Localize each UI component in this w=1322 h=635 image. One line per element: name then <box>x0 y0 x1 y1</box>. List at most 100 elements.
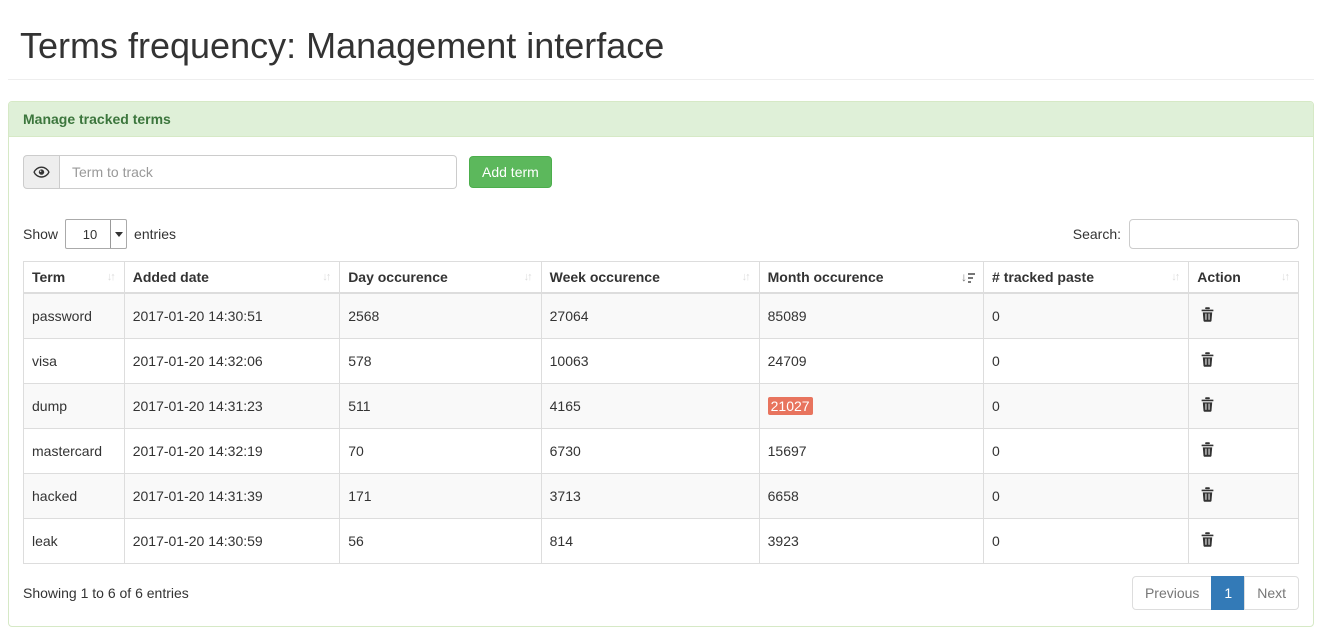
action-cell <box>1188 473 1299 519</box>
day-occurence-cell: 56 <box>339 518 542 564</box>
week-occurence-cell: 4165 <box>540 383 760 429</box>
day-occurence-cell: 70 <box>339 428 542 474</box>
trash-icon <box>1201 352 1214 367</box>
term-cell: hacked <box>23 473 125 519</box>
term-to-track-input[interactable] <box>60 155 457 189</box>
trash-icon <box>1201 397 1214 412</box>
delete-term-button[interactable] <box>1197 530 1218 549</box>
day-occurence-cell: 511 <box>339 383 542 429</box>
term-cell: dump <box>23 383 125 429</box>
delete-term-button[interactable] <box>1197 440 1218 459</box>
trash-icon <box>1201 487 1214 502</box>
pagination: Previous 1 Next <box>1131 576 1299 610</box>
sort-icon: ↓↑ <box>523 271 533 283</box>
search-control: Search: <box>1073 219 1299 249</box>
trash-icon <box>1201 442 1214 457</box>
sort-icon: ↓↑ <box>1281 271 1290 283</box>
sort-icon: ↓↑ <box>1171 271 1180 283</box>
table-row: mastercard 2017-01-20 14:32:19 70 6730 1… <box>23 428 1299 474</box>
day-occurence-cell: 171 <box>339 473 542 519</box>
sort-icon: ↓↑ <box>106 271 116 283</box>
add-term-button[interactable]: Add term <box>469 156 552 188</box>
trash-icon <box>1201 532 1214 547</box>
week-occurence-cell: 10063 <box>540 338 760 384</box>
delete-term-button[interactable] <box>1197 350 1218 369</box>
tracked-paste-cell: 0 <box>983 473 1190 519</box>
table-footer: Showing 1 to 6 of 6 entries Previous 1 N… <box>23 572 1299 614</box>
tracked-paste-cell: 0 <box>983 383 1190 429</box>
added-date-cell: 2017-01-20 14:32:06 <box>123 338 341 384</box>
table-row: password 2017-01-20 14:30:51 2568 27064 … <box>23 292 1299 339</box>
month-occurence-cell: 21027 <box>758 383 985 429</box>
month-occurence-cell: 15697 <box>758 428 985 474</box>
datatable-controls: Show 10 entries Search: <box>23 219 1299 249</box>
action-cell <box>1188 383 1299 429</box>
week-occurence-cell: 3713 <box>540 473 760 519</box>
delete-term-button[interactable] <box>1197 305 1218 324</box>
added-date-cell: 2017-01-20 14:31:39 <box>123 473 341 519</box>
tracked-terms-table: Term ↓↑ Added date ↓↑ Day occurence ↓↑ Week… <box>23 261 1299 564</box>
added-date-cell: 2017-01-20 14:30:51 <box>123 292 341 339</box>
delete-term-button[interactable] <box>1197 395 1218 414</box>
month-occurence-cell: 3923 <box>758 518 985 564</box>
panel-body: Add term Show 10 entries Search: <box>9 137 1313 626</box>
column-header-week-occurence[interactable]: Week occurence ↓↑ <box>540 261 760 294</box>
table-row: hacked 2017-01-20 14:31:39 171 3713 6658… <box>23 473 1299 519</box>
trash-icon <box>1201 307 1214 322</box>
pagination-next[interactable]: Next <box>1244 576 1299 610</box>
sort-icon: ↓↑ <box>741 271 751 283</box>
table-row: dump 2017-01-20 14:31:23 511 4165 21027 … <box>23 383 1299 429</box>
week-occurence-cell: 6730 <box>540 428 760 474</box>
added-date-cell: 2017-01-20 14:30:59 <box>123 518 341 564</box>
action-cell <box>1188 518 1299 564</box>
page-length-select[interactable]: 10 <box>65 219 128 249</box>
search-label: Search: <box>1072 226 1121 242</box>
action-cell <box>1188 292 1299 339</box>
month-occurence-cell: 6658 <box>758 473 985 519</box>
action-cell <box>1188 428 1299 474</box>
term-cell: visa <box>23 338 125 384</box>
table-row: visa 2017-01-20 14:32:06 578 10063 24709… <box>23 338 1299 384</box>
term-cell: password <box>23 292 125 339</box>
highlighted-value: 21027 <box>767 396 813 415</box>
delete-term-button[interactable] <box>1197 485 1218 504</box>
tracked-paste-cell: 0 <box>983 292 1190 339</box>
page-title: Terms frequency: Management interface <box>20 25 665 66</box>
tracked-paste-cell: 0 <box>983 518 1190 564</box>
pagination-page-1[interactable]: 1 <box>1211 576 1246 610</box>
tracked-paste-cell: 0 <box>983 428 1190 474</box>
column-header-day-occurence[interactable]: Day occurence ↓↑ <box>339 261 542 294</box>
term-cell: mastercard <box>23 428 125 474</box>
entries-info: Showing 1 to 6 of 6 entries <box>23 585 189 601</box>
terms-frequency-page: Terms frequency: Management interface Ma… <box>0 26 1322 627</box>
table-header-row: Term ↓↑ Added date ↓↑ Day occurence ↓↑ Week… <box>23 261 1299 294</box>
title-divider <box>8 79 1314 80</box>
table-row: leak 2017-01-20 14:30:59 56 814 3923 0 <box>23 518 1299 564</box>
column-header-term[interactable]: Term ↓↑ <box>23 261 125 294</box>
week-occurence-cell: 814 <box>540 518 760 564</box>
tracked-paste-cell: 0 <box>983 338 1190 384</box>
week-occurence-cell: 27064 <box>540 292 760 339</box>
term-input-group <box>23 155 457 189</box>
added-date-cell: 2017-01-20 14:31:23 <box>123 383 341 429</box>
term-cell: leak <box>23 518 125 564</box>
manage-terms-panel: Manage tracked terms Add term <box>8 101 1314 627</box>
length-prefix-label: Show <box>23 226 59 242</box>
panel-header-label: Manage tracked terms <box>23 111 171 127</box>
sort-icon: ↓↑ <box>322 271 331 283</box>
page-length-control: Show 10 entries <box>23 219 176 249</box>
pagination-previous[interactable]: Previous <box>1131 576 1213 610</box>
month-occurence-cell: 24709 <box>758 338 985 384</box>
added-date-cell: 2017-01-20 14:32:19 <box>123 428 341 474</box>
column-header-tracked-paste[interactable]: # tracked paste ↓↑ <box>983 261 1190 294</box>
month-occurence-cell: 85089 <box>758 292 985 339</box>
column-header-action[interactable]: Action ↓↑ <box>1188 261 1299 294</box>
action-cell <box>1188 338 1299 384</box>
length-suffix-label: entries <box>134 226 177 242</box>
panel-header: Manage tracked terms <box>9 102 1313 137</box>
add-term-row: Add term <box>23 155 1299 189</box>
column-header-month-occurence[interactable]: Month occurence ↓ <box>758 261 985 294</box>
search-input[interactable] <box>1129 219 1299 249</box>
day-occurence-cell: 578 <box>339 338 542 384</box>
column-header-added-date[interactable]: Added date ↓↑ <box>123 261 341 294</box>
